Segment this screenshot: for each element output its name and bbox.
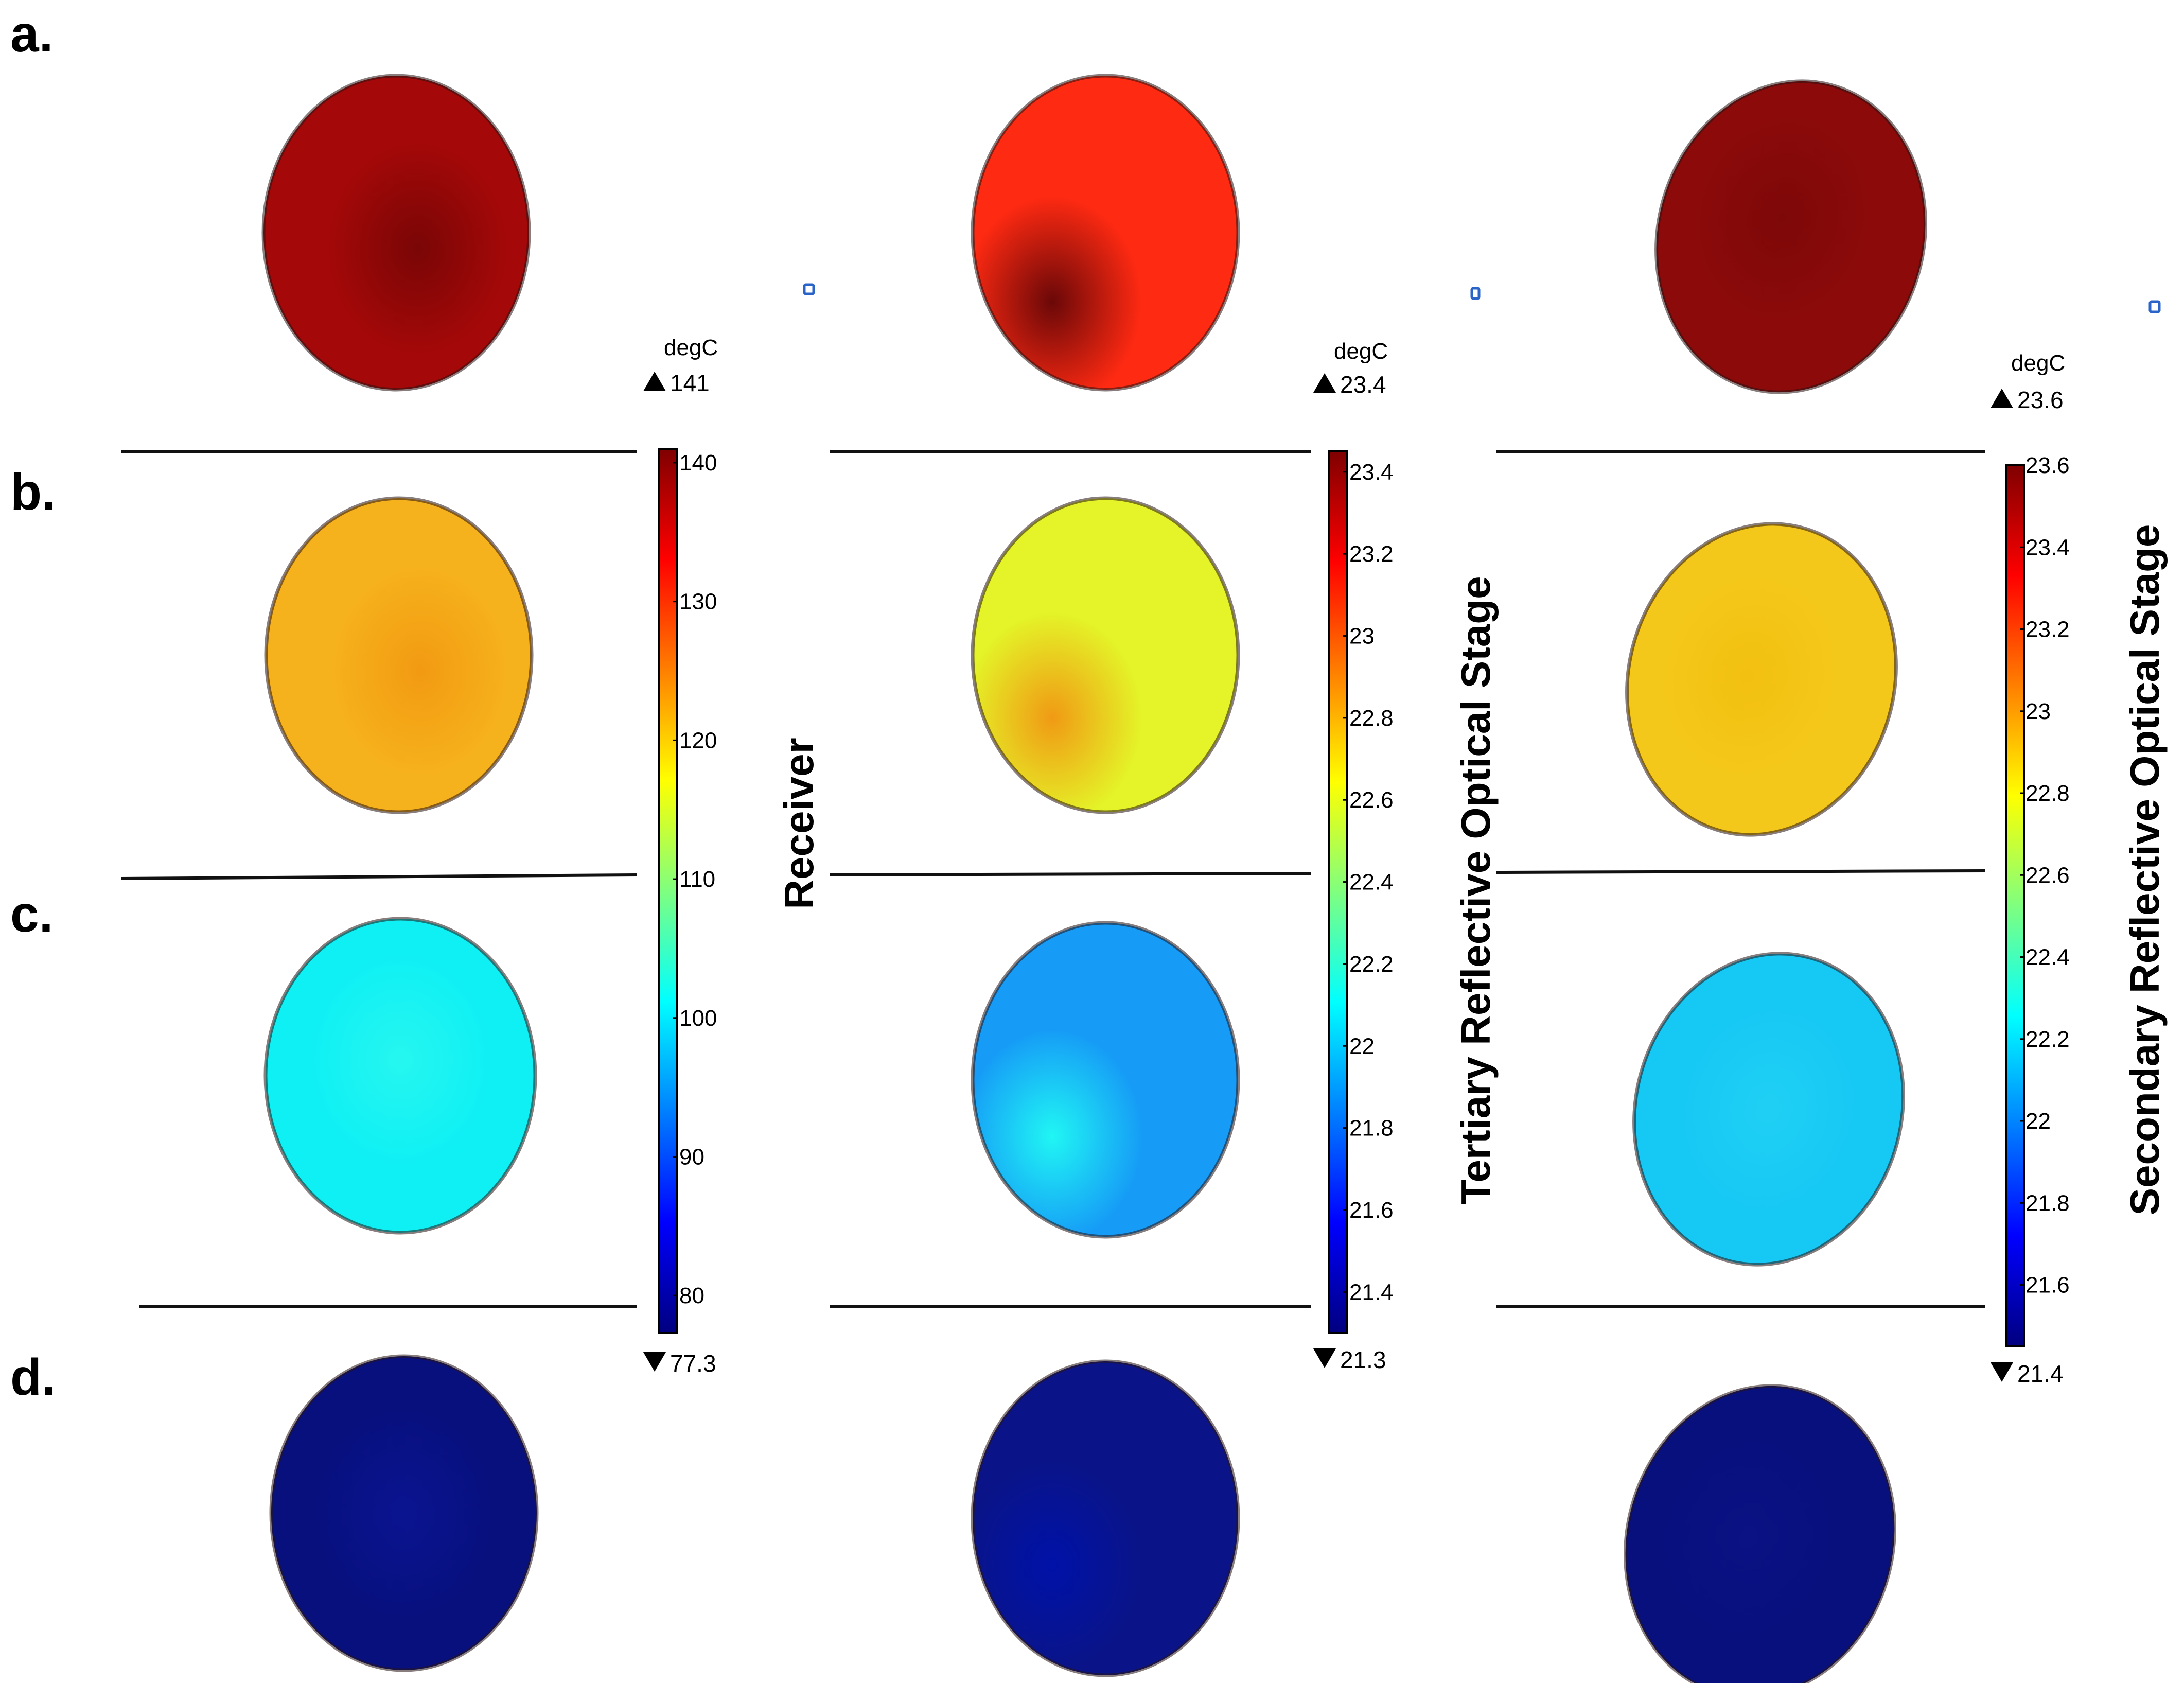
row-separator-line (1495, 869, 1985, 874)
colorbar-max-label: 141 (670, 370, 710, 396)
disc-grid (261, 74, 1927, 1683)
colorbar-tick-label: 21.6 (2026, 1273, 2070, 1298)
colorbar-tick-label: 21.8 (1349, 1116, 1394, 1141)
colorbar-gradient (1328, 450, 1348, 1334)
temperature-disc-d-1 (269, 1354, 539, 1672)
colorbar-2: degC 23.4 23.4 23.2 23 22.8 22.6 22.4 22.2 22 21.8… (1313, 339, 1394, 1373)
colorbar-tick-label: 23.2 (1349, 541, 1394, 567)
temperature-disc-c-2 (971, 921, 1240, 1239)
colorbar-tick-label: 23 (1349, 624, 1375, 649)
colorbar-tick-label: 22.8 (1349, 706, 1394, 731)
max-triangle-icon (643, 372, 666, 391)
temperature-disc-d-3 (1624, 1384, 1896, 1683)
row-separators (121, 450, 1985, 1308)
column-title-tertiary: Tertiary Reflective Optical Stage (1453, 576, 1499, 1204)
colorbar-gradient (2005, 464, 2025, 1347)
max-triangle-icon (1991, 389, 2013, 408)
temperature-disc-b-3 (1625, 522, 1898, 837)
colorbar-tick-label: 22.4 (2026, 945, 2070, 970)
colorbar-unit-label: degC (664, 335, 718, 360)
min-triangle-icon (1313, 1348, 1336, 1368)
colorbar-max-label: 23.4 (1340, 371, 1386, 398)
row-label-a: a. (10, 5, 53, 63)
colorbar-tick-label: 23 (2026, 699, 2051, 724)
min-triangle-icon (643, 1352, 666, 1372)
colorbar-tick-label: 21.8 (2026, 1190, 2070, 1216)
row-label-b: b. (10, 463, 56, 521)
colorbar-tick-label: 23.2 (2026, 617, 2070, 642)
colorbar-3: degC 23.6 23.6 23.4 23.2 23 22.8 22.6 22.4 22.2 22… (1991, 350, 2070, 1387)
window-marker-icon (803, 283, 815, 295)
colorbar-tick-label: 22.6 (2026, 863, 2070, 888)
row-separator-line (121, 873, 637, 880)
colorbar-unit-label: degC (2011, 350, 2065, 376)
colorbar-tick-label: 23.4 (2026, 535, 2070, 560)
colorbar-unit-label: degC (1334, 339, 1388, 364)
colorbar-tick-label: 22.4 (1349, 870, 1394, 895)
temperature-disc-b-2 (971, 496, 1240, 814)
colorbar-tick-label: 90 (679, 1144, 704, 1169)
max-triangle-icon (1313, 373, 1336, 393)
colorbar-gradient (658, 448, 678, 1334)
row-separator-line (829, 872, 1312, 876)
temperature-disc-c-1 (263, 917, 537, 1235)
colorbar-tick-label: 80 (679, 1283, 704, 1308)
column-title-receiver: Receiver (776, 738, 822, 909)
colorbar-tick-label: 130 (679, 589, 717, 615)
colorbar-tick-label: 22.2 (1349, 952, 1394, 977)
window-marker-icon (1470, 287, 1481, 300)
colorbar-tick-label: 110 (679, 867, 715, 892)
colorbar-tick-label: 100 (679, 1006, 717, 1031)
colorbar-min-label: 21.3 (1340, 1346, 1386, 1373)
colorbar-tick-label: 22.2 (2026, 1027, 2070, 1052)
colorbar-tick-label: 140 (679, 450, 717, 476)
min-triangle-icon (1991, 1362, 2013, 1382)
colorbar-tick-label: 22 (2026, 1109, 2051, 1134)
temperature-disc-d-2 (971, 1359, 1240, 1677)
colorbars: degC 141 140 130 120 110 100 90 80 77.3 degC 23.4 23… (643, 335, 2070, 1387)
row-label-d: d. (10, 1348, 56, 1406)
colorbar-tick-label: 23.6 (2026, 453, 2070, 478)
colorbar-max-label: 23.6 (2017, 387, 2064, 413)
temperature-disc-a-1 (261, 74, 531, 392)
temperature-disc-b-1 (264, 496, 534, 814)
temperature-disc-a-3 (1654, 79, 1927, 394)
colorbar-tick-label: 21.6 (1349, 1198, 1394, 1223)
colorbar-min-label: 21.4 (2017, 1360, 2064, 1387)
temperature-disc-c-3 (1632, 952, 1905, 1267)
colorbar-tick-label: 22 (1349, 1033, 1375, 1059)
window-marker-icon (2148, 300, 2161, 313)
colorbar-tick-label: 23.4 (1349, 460, 1394, 485)
colorbar-tick-label: 120 (679, 728, 717, 753)
column-title-secondary: Secondary Reflective Optical Stage (2122, 524, 2168, 1216)
colorbar-min-label: 77.3 (670, 1350, 716, 1377)
colorbar-tick-label: 22.8 (2026, 781, 2070, 806)
colorbar-tick-label: 21.4 (1349, 1279, 1394, 1305)
row-label-c: c. (10, 885, 53, 943)
colorbar-1: degC 141 140 130 120 110 100 90 80 77.3 (643, 335, 718, 1377)
temperature-disc-a-2 (971, 74, 1240, 392)
colorbar-tick-label: 22.6 (1349, 787, 1394, 813)
